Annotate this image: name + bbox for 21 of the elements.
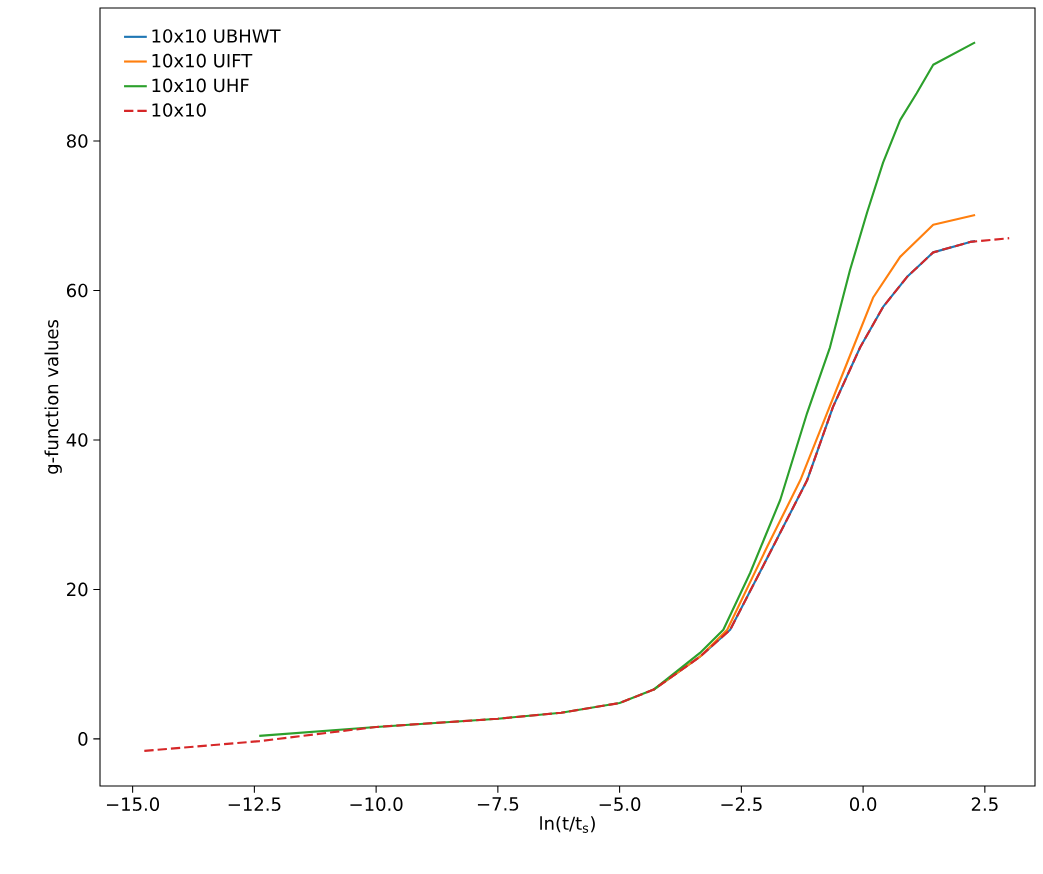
legend-label: 10x10 UIFT <box>152 53 253 68</box>
y-tick-label: 80 <box>66 134 88 148</box>
x-tick-label: −2.5 <box>721 797 762 811</box>
y-tick-label: 20 <box>67 582 88 597</box>
x-tick-label: 2.5 <box>971 797 998 811</box>
x-axis-title: ln(t/t$_{s}$) <box>540 816 595 833</box>
x-tick-label: −10.0 <box>350 797 403 811</box>
x-tick-label: −7.5 <box>477 797 519 811</box>
y-tick-label: 60 <box>66 283 88 298</box>
legend-label: 10x10 UHF <box>152 78 249 93</box>
x-tick-label: −5.0 <box>599 797 641 811</box>
y-tick-label: 0 <box>78 732 88 746</box>
y-axis-title: g-function values <box>44 319 62 474</box>
x-tick-label: −12.5 <box>228 797 281 811</box>
y-tick-label: 40 <box>66 433 88 447</box>
x-tick-label: −15.0 <box>106 797 160 811</box>
legend-label: 10x10 <box>152 103 206 117</box>
legend-label: 10x10 UBHWT <box>152 29 281 43</box>
x-tick-label: 0.0 <box>849 797 877 811</box>
line-series <box>143 237 1011 752</box>
line-series <box>258 41 977 737</box>
